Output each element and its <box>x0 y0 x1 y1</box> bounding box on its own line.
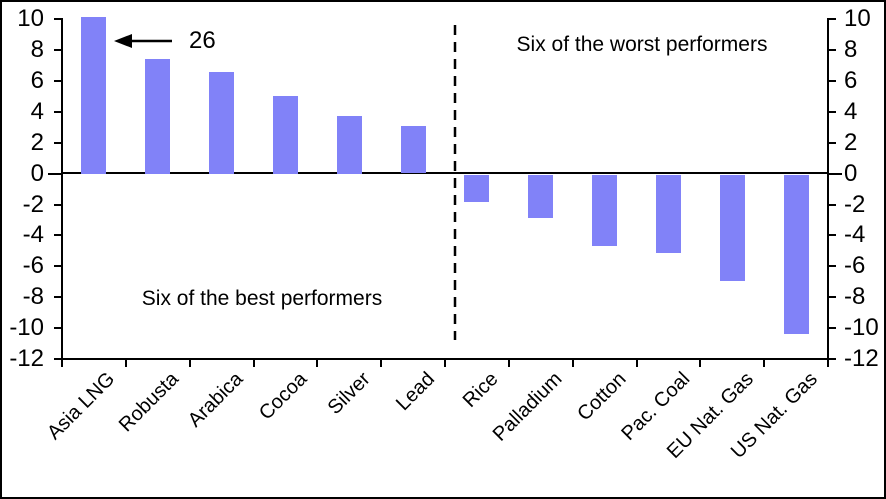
right-y-axis <box>827 18 829 361</box>
y-axis-label-left: -4 <box>22 221 44 249</box>
x-tick <box>316 359 319 367</box>
y-tick-right <box>828 296 836 299</box>
bar-palladium <box>528 174 554 218</box>
x-tick <box>444 359 446 367</box>
best-performers-label: Six of the best performers <box>141 287 383 310</box>
bar-cotton <box>592 174 618 246</box>
y-axis-label-left: -6 <box>22 252 44 280</box>
x-tick <box>507 359 510 367</box>
y-axis-label-right: -2 <box>844 190 866 218</box>
x-tick <box>252 359 255 367</box>
y-axis-label-right: 10 <box>844 5 871 32</box>
y-axis-label-left: -2 <box>22 190 44 218</box>
y-axis-label-right: -4 <box>844 221 866 249</box>
y-tick-right <box>828 265 836 268</box>
arrow-left-icon <box>114 34 172 48</box>
x-category-label-robusta: Robusta <box>115 368 184 437</box>
y-tick-left <box>54 18 62 20</box>
y-tick-left <box>54 327 62 330</box>
bar-eu-nat-gas <box>719 174 745 282</box>
y-tick-right <box>828 234 836 237</box>
x-category-label-asia-lng: Asia LNG <box>43 368 120 445</box>
x-tick <box>571 359 574 367</box>
y-tick-left <box>54 265 62 268</box>
x-tick <box>763 359 766 367</box>
y-axis-label-right: 2 <box>844 128 858 156</box>
y-tick-left <box>54 358 62 360</box>
x-category-label-lead: Lead <box>391 368 439 416</box>
x-tick <box>635 359 638 367</box>
x-category-label-cocoa: Cocoa <box>254 368 311 425</box>
y-axis-label-right: 0 <box>844 159 858 187</box>
x-category-label-silver: Silver <box>323 368 375 419</box>
y-tick-right <box>828 203 836 206</box>
x-category-label-rice: Rice <box>458 368 503 412</box>
y-tick-left <box>54 234 62 237</box>
y-axis-label-right: -12 <box>844 345 879 372</box>
y-tick-left <box>54 203 62 206</box>
y-tick-left <box>54 296 62 299</box>
y-axis-label-left: -8 <box>22 283 44 311</box>
left-y-axis <box>61 18 63 361</box>
bar-lead <box>400 125 426 174</box>
y-axis-label-right: 8 <box>844 35 858 63</box>
y-tick-right <box>828 141 836 144</box>
y-tick-right <box>828 327 836 330</box>
y-axis-label-left: 2 <box>30 128 44 156</box>
bar-silver <box>336 116 362 174</box>
y-tick-left <box>54 141 62 144</box>
bar-us-nat-gas <box>783 174 809 334</box>
bar-robusta <box>145 59 171 174</box>
y-tick-left <box>54 48 62 51</box>
y-axis-label-right: -8 <box>844 283 866 311</box>
y-axis-label-right: -6 <box>844 252 866 280</box>
y-axis-label-left: 4 <box>30 97 44 125</box>
x-tick <box>699 359 702 367</box>
y-tick-left <box>48 172 62 175</box>
x-category-label-palladium: Palladium <box>488 368 567 446</box>
x-tick <box>124 359 127 367</box>
y-axis-label-left: 0 <box>30 159 44 187</box>
y-tick-right <box>828 48 836 51</box>
y-axis-label-left: 8 <box>30 35 44 63</box>
y-axis-label-right: -10 <box>844 314 879 342</box>
x-category-label-cotton: Cotton <box>572 368 631 426</box>
y-axis-label-right: 4 <box>844 97 858 125</box>
zero-line <box>62 172 828 174</box>
x-tick <box>827 359 829 367</box>
x-tick <box>61 359 63 367</box>
y-tick-left <box>54 110 62 113</box>
x-tick <box>188 359 191 367</box>
truncated-value-label: 26 <box>189 27 216 54</box>
y-tick-left <box>54 79 62 82</box>
bar-pac-coal <box>655 174 681 254</box>
bar-cocoa <box>272 96 298 174</box>
y-tick-right <box>828 18 836 20</box>
y-tick-right <box>828 110 836 113</box>
x-tick <box>380 359 383 367</box>
y-tick-right <box>828 79 836 82</box>
bar-rice <box>464 174 490 203</box>
y-axis-label-left: 6 <box>30 66 44 94</box>
y-axis-label-left: -10 <box>9 314 44 342</box>
x-category-label-arabica: Arabica <box>183 368 248 432</box>
bar-asia-lng <box>81 17 107 174</box>
worst-performers-label: Six of the worst performers <box>516 33 768 56</box>
y-axis-label-left: -12 <box>9 345 44 372</box>
y-axis-label-right: 6 <box>844 66 858 94</box>
bar-arabica <box>209 71 235 174</box>
y-tick-right <box>828 172 842 175</box>
y-tick-right <box>828 358 836 360</box>
y-axis-label-left: 10 <box>17 5 44 32</box>
